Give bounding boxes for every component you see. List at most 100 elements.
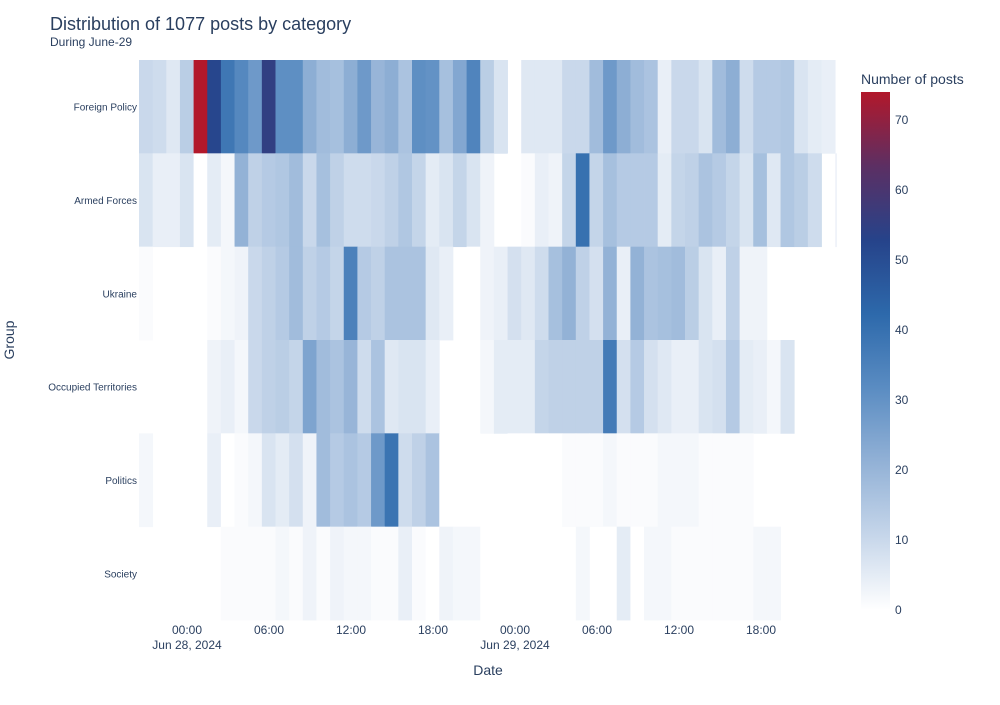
heatmap-cell [603, 60, 618, 154]
heatmap-cell [562, 340, 577, 434]
heatmap-cell [480, 526, 495, 621]
heatmap-cell [371, 340, 386, 434]
heatmap-cell [521, 60, 536, 154]
heatmap-cell [261, 433, 276, 528]
heatmap-cell [603, 526, 618, 621]
colorbar-tick-label: 50 [895, 253, 909, 267]
heatmap-cell [821, 60, 836, 154]
heatmap-cell [248, 246, 263, 341]
heatmap-cell [480, 246, 495, 341]
heatmap-cell [657, 340, 672, 434]
chart-subtitle: During June-29 [50, 35, 132, 49]
heatmap-cell [220, 153, 235, 248]
heatmap-cell [371, 433, 386, 528]
heatmap-cell [166, 60, 181, 154]
heatmap-cell [234, 60, 249, 154]
heatmap-cell [193, 60, 208, 154]
y-tick-label: Politics [105, 476, 137, 487]
chart-title: Distribution of 1077 posts by category [50, 14, 351, 34]
heatmap-cell [343, 246, 358, 341]
heatmap-cell [630, 433, 645, 528]
heatmap-cell [534, 60, 549, 154]
heatmap-cell [439, 526, 454, 621]
heatmap-cell [425, 60, 440, 154]
heatmap-cell [644, 60, 659, 154]
heatmap-cell [671, 60, 686, 154]
x-tick-label: 06:00 [582, 623, 612, 637]
heatmap-cell [207, 60, 222, 154]
heatmap-cells [139, 60, 837, 621]
x-tick-label: 18:00 [418, 623, 448, 637]
heatmap-cell [289, 526, 304, 621]
heatmap-cell [575, 246, 590, 341]
heatmap-cell [398, 526, 413, 621]
heatmap-cell [807, 153, 822, 248]
heatmap-cell [139, 246, 154, 341]
heatmap-cell [384, 246, 399, 341]
heatmap-cell [139, 60, 154, 154]
heatmap-cell [521, 340, 536, 434]
heatmap-cell [835, 153, 837, 248]
heatmap-cell [371, 246, 386, 341]
heatmap-cell [207, 340, 222, 434]
heatmap-cell [357, 60, 372, 154]
heatmap-cell [466, 433, 481, 528]
heatmap-cell [412, 433, 427, 528]
heatmap-cell [343, 340, 358, 434]
heatmap-cell [630, 246, 645, 341]
heatmap-cell [739, 433, 754, 528]
x-tick-label: 00:00 [500, 623, 530, 637]
heatmap-cell [534, 340, 549, 434]
colorbar-title: Number of posts [861, 71, 964, 87]
heatmap-cell [289, 433, 304, 528]
heatmap-cell [589, 153, 604, 248]
heatmap-cell [616, 246, 631, 341]
heatmap-cell [248, 433, 263, 528]
heatmap-cell [753, 526, 768, 621]
heatmap-cell [139, 153, 154, 248]
heatmap-cell [357, 153, 372, 248]
heatmap-cell [220, 526, 235, 621]
heatmap-cell [766, 526, 781, 621]
heatmap-cell [330, 246, 345, 341]
heatmap-cell [275, 153, 290, 248]
heatmap-cell [234, 153, 249, 248]
heatmap-cell [466, 153, 481, 248]
heatmap-cell [343, 526, 358, 621]
heatmap-cell [739, 340, 754, 434]
heatmap-cell [712, 246, 727, 341]
heatmap-cell [302, 433, 317, 528]
heatmap-cell [548, 153, 563, 248]
heatmap-cell [302, 246, 317, 341]
heatmap-cell [343, 433, 358, 528]
heatmap-cell [507, 153, 522, 248]
heatmap-cell [739, 60, 754, 154]
heatmap-cell [671, 153, 686, 248]
heatmap-cell [371, 526, 386, 621]
y-tick-label: Armed Forces [74, 196, 137, 207]
heatmap-cell [439, 246, 454, 341]
heatmap-cell [480, 60, 495, 154]
y-tick-label: Foreign Policy [74, 103, 137, 114]
heatmap-cell [562, 153, 577, 248]
heatmap-cell [780, 60, 795, 154]
heatmap-cell [562, 433, 577, 528]
heatmap-cell [384, 60, 399, 154]
heatmap-cell [384, 340, 399, 434]
heatmap-cell [425, 433, 440, 528]
heatmap-cell [548, 60, 563, 154]
heatmap-cell [152, 153, 167, 248]
heatmap-cell [316, 340, 331, 434]
heatmap-cell [739, 153, 754, 248]
heatmap-cell [439, 153, 454, 248]
heatmap-cell [179, 60, 194, 154]
heatmap-cell [220, 246, 235, 341]
x-tick-label: 12:00 [336, 623, 366, 637]
heatmap-cell [330, 60, 345, 154]
heatmap-cell [261, 153, 276, 248]
heatmap-cell [725, 60, 740, 154]
heatmap-cell [521, 433, 536, 528]
heatmap-cell [343, 60, 358, 154]
